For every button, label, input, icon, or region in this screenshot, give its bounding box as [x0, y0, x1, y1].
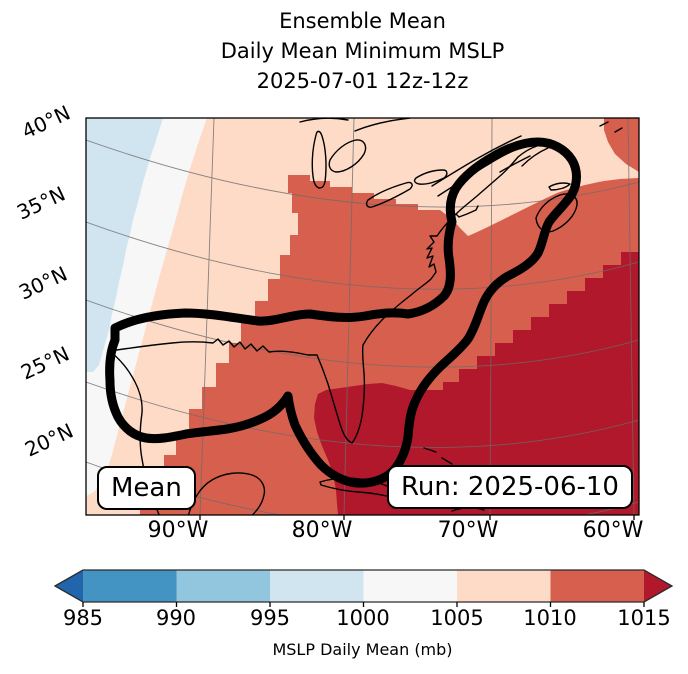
- colorbar-tick-1010: 1010: [523, 606, 577, 630]
- colorbar: [53, 569, 674, 607]
- colorbar-tick-1015: 1015: [617, 606, 671, 630]
- colorbar-axis-label: MSLP Daily Mean (mb): [272, 640, 453, 659]
- colorbar-tick-995: 995: [249, 606, 291, 630]
- colorbar-tick-985: 985: [62, 606, 104, 630]
- colorbar-ticks-marks: [82, 602, 645, 607]
- colorbar-seg-985-990: [83, 570, 177, 602]
- lon-label-70w: 70°W: [437, 518, 499, 543]
- parallel-30n: [86, 299, 639, 368]
- colorbar-seg-990-995: [176, 570, 270, 602]
- ensemble-mean-contour: [105, 137, 581, 488]
- lon-label-60w: 60°W: [582, 518, 644, 543]
- colorbar-seg-1005-1010: [457, 570, 551, 602]
- parallel-35n: [86, 221, 639, 290]
- map-canvas: [85, 117, 640, 520]
- plot-title: Ensemble Mean Daily Mean Minimum MSLP 20…: [86, 6, 639, 96]
- colorbar-extend-low-arrow: [55, 570, 83, 602]
- colorbar-extend-high-arrow: [644, 570, 672, 602]
- lon-label-80w: 80°W: [291, 518, 353, 543]
- x-axis-ticks: [199, 515, 635, 520]
- title-line-2: Daily Mean Minimum MSLP: [220, 39, 505, 63]
- lon-label-90w: 90°W: [147, 518, 209, 543]
- fill-above-1015: [314, 252, 639, 515]
- colorbar-seg-1010-1015: [550, 570, 644, 602]
- meridian-60w: [627, 118, 635, 515]
- fill-1010-1015-corner: [604, 118, 639, 172]
- colorbar-tick-1005: 1005: [430, 606, 484, 630]
- mean-badge: Mean: [97, 466, 196, 510]
- title-line-3: 2025-07-01 12z-12z: [256, 69, 469, 93]
- colorbar-seg-1000-1005: [363, 570, 457, 602]
- map-frame: [85, 117, 640, 516]
- parallel-25n: [86, 381, 639, 448]
- fill-995-1000: [86, 118, 163, 372]
- colorbar-tick-1000: 1000: [336, 606, 390, 630]
- colorbar-tick-990: 990: [155, 606, 197, 630]
- run-date-badge: Run: 2025-06-10: [387, 465, 633, 509]
- title-line-1: Ensemble Mean: [279, 9, 446, 33]
- colorbar-seg-995-1000: [270, 570, 364, 602]
